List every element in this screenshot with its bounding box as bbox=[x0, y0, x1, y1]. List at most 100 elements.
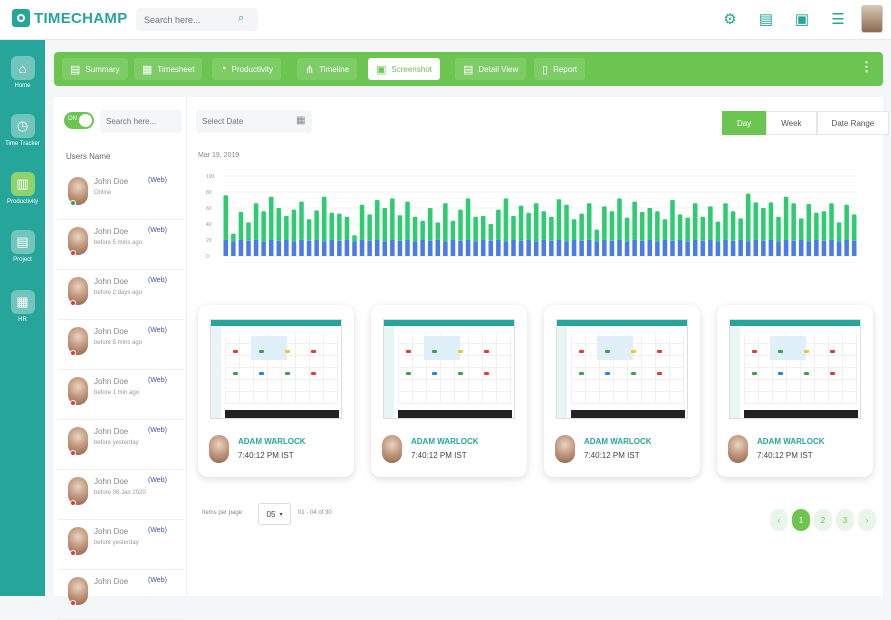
bar-active[interactable] bbox=[427, 208, 433, 241]
bar-active[interactable] bbox=[556, 199, 562, 240]
bar-base[interactable] bbox=[632, 240, 637, 256]
bar-base[interactable] bbox=[662, 240, 668, 256]
bar-active[interactable] bbox=[253, 203, 259, 240]
bar-active[interactable] bbox=[238, 212, 244, 240]
bar-base[interactable] bbox=[390, 240, 395, 256]
bar-base[interactable] bbox=[783, 240, 789, 256]
bar-active[interactable] bbox=[390, 198, 395, 240]
bar-base[interactable] bbox=[435, 240, 441, 256]
bar-active[interactable] bbox=[639, 212, 645, 241]
bar-base[interactable] bbox=[253, 240, 259, 256]
bar-active[interactable] bbox=[821, 211, 827, 241]
tab-summary[interactable]: ▤ Summary bbox=[62, 58, 128, 80]
bar-active[interactable] bbox=[480, 216, 486, 240]
bar-active[interactable] bbox=[761, 208, 766, 241]
range-date-range-button[interactable]: Date Range bbox=[816, 111, 890, 135]
bar-base[interactable] bbox=[791, 240, 796, 256]
bar-base[interactable] bbox=[450, 240, 456, 256]
bar-base[interactable] bbox=[776, 241, 781, 256]
briefcase-icon[interactable]: ▣ bbox=[794, 11, 810, 28]
prev-page-button[interactable]: ‹ bbox=[770, 509, 788, 531]
bar-active[interactable] bbox=[231, 233, 236, 242]
bar-base[interactable] bbox=[670, 240, 675, 256]
bar-base[interactable] bbox=[602, 240, 607, 256]
bar-active[interactable] bbox=[541, 211, 547, 240]
list-item[interactable]: John Doe (Web) before 2 days ago bbox=[58, 271, 184, 320]
bar-active[interactable] bbox=[518, 205, 524, 241]
logo[interactable]: TIMECHAMP bbox=[12, 9, 128, 27]
bar-base[interactable] bbox=[533, 241, 539, 256]
bar-base[interactable] bbox=[692, 240, 698, 256]
bar-base[interactable] bbox=[299, 240, 304, 256]
tab-timeline[interactable]: ⋔ Timeline bbox=[297, 58, 358, 80]
bar-active[interactable] bbox=[806, 204, 812, 242]
bar-active[interactable] bbox=[246, 222, 251, 241]
sidebar-item-productivity[interactable]: ▥ Productivity bbox=[0, 172, 45, 205]
bar-base[interactable] bbox=[352, 241, 357, 256]
screenshot-thumbnail[interactable] bbox=[210, 319, 342, 419]
bar-active[interactable] bbox=[586, 203, 592, 240]
bar-base[interactable] bbox=[420, 240, 425, 256]
bar-base[interactable] bbox=[829, 240, 834, 256]
bar-base[interactable] bbox=[564, 241, 569, 256]
bar-base[interactable] bbox=[223, 240, 229, 256]
online-toggle[interactable]: ON bbox=[64, 112, 94, 129]
tab-report[interactable]: ▯ Report bbox=[534, 58, 586, 80]
bar-base[interactable] bbox=[405, 240, 410, 256]
calendar-icon[interactable]: ▦ bbox=[296, 115, 306, 126]
screenshot-card[interactable]: ADAM WARLOCK 7:40:12 PM IST bbox=[544, 305, 700, 477]
bar-base[interactable] bbox=[329, 240, 335, 256]
list-item[interactable]: John Doe (Web) before 5 mins ago bbox=[58, 321, 184, 370]
bar-base[interactable] bbox=[730, 240, 736, 256]
user-search-input[interactable] bbox=[100, 110, 182, 133]
bar-base[interactable] bbox=[571, 240, 577, 256]
bar-active[interactable] bbox=[836, 222, 842, 242]
bar-base[interactable] bbox=[541, 240, 547, 256]
bar-base[interactable] bbox=[427, 240, 433, 256]
bar-active[interactable] bbox=[503, 198, 509, 242]
bar-active[interactable] bbox=[617, 198, 622, 240]
bar-active[interactable] bbox=[670, 200, 675, 241]
bar-active[interactable] bbox=[352, 235, 357, 242]
bar-base[interactable] bbox=[238, 240, 244, 256]
bar-base[interactable] bbox=[639, 240, 645, 256]
sliders-icon[interactable]: ☰ bbox=[831, 11, 845, 28]
bar-active[interactable] bbox=[723, 203, 728, 240]
bar-active[interactable] bbox=[549, 216, 554, 241]
bar-active[interactable] bbox=[344, 216, 350, 240]
bar-base[interactable] bbox=[677, 240, 683, 256]
bar-base[interactable] bbox=[231, 241, 236, 256]
bar-active[interactable] bbox=[374, 200, 380, 240]
bar-base[interactable] bbox=[397, 240, 403, 256]
bar-active[interactable] bbox=[397, 215, 403, 241]
bar-active[interactable] bbox=[511, 216, 516, 240]
bar-base[interactable] bbox=[314, 240, 319, 256]
bar-active[interactable] bbox=[662, 219, 668, 240]
bar-active[interactable] bbox=[798, 218, 804, 240]
bar-active[interactable] bbox=[533, 203, 539, 242]
bar-base[interactable] bbox=[480, 240, 486, 256]
bar-active[interactable] bbox=[299, 201, 304, 240]
bar-base[interactable] bbox=[549, 240, 554, 256]
bar-active[interactable] bbox=[844, 204, 849, 240]
bar-active[interactable] bbox=[692, 203, 698, 240]
sidebar-item-time-tracker[interactable]: ◷ Time Tracker bbox=[0, 114, 45, 147]
bar-active[interactable] bbox=[329, 212, 335, 240]
tab-detail-view[interactable]: ▤ Detail View bbox=[455, 58, 527, 80]
bar-base[interactable] bbox=[367, 240, 372, 256]
screenshot-card[interactable]: ADAM WARLOCK 7:40:12 PM IST bbox=[717, 305, 873, 477]
date-picker-input[interactable] bbox=[196, 110, 312, 133]
sidebar-item-home[interactable]: ⌂ Home bbox=[0, 56, 45, 89]
bar-base[interactable] bbox=[753, 240, 759, 256]
tab-timesheet[interactable]: ▦ Timesheet bbox=[134, 58, 203, 80]
range-week-button[interactable]: Week bbox=[766, 111, 817, 135]
bar-active[interactable] bbox=[715, 221, 721, 242]
range-day-button[interactable]: Day bbox=[722, 111, 767, 135]
bar-base[interactable] bbox=[359, 240, 365, 256]
bar-active[interactable] bbox=[753, 202, 759, 240]
bar-base[interactable] bbox=[798, 240, 804, 256]
page-3-button[interactable]: 3 bbox=[836, 509, 854, 531]
bar-active[interactable] bbox=[829, 203, 834, 240]
bar-base[interactable] bbox=[382, 241, 388, 256]
bar-active[interactable] bbox=[632, 201, 637, 240]
